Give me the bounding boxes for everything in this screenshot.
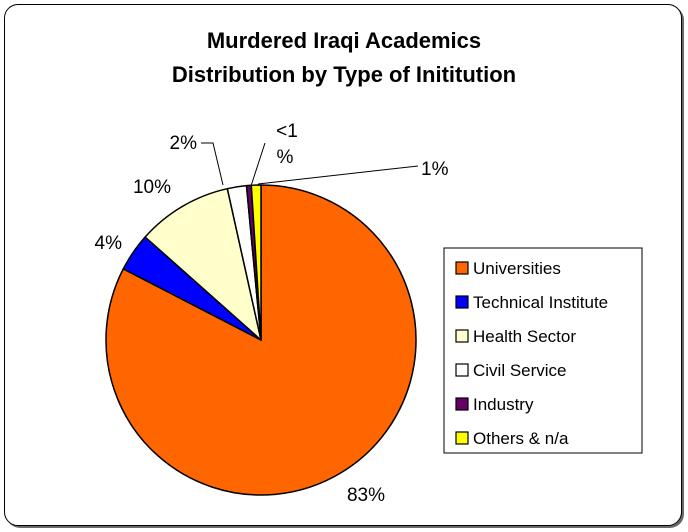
legend-label-universities: Universities (473, 259, 561, 278)
label-leader-lines (201, 142, 419, 187)
legend: Universities Technical Institute Health Se… (443, 247, 643, 454)
pie-label-industry: <1% (276, 121, 298, 168)
pie-slice-health-sector (144, 187, 262, 341)
pie-label-others-n-a: 1% (421, 159, 449, 180)
legend-swatch-universities (455, 261, 469, 275)
legend-swatch-others-n-a (455, 431, 469, 445)
legend-label-industry: Industry (473, 395, 534, 414)
pie-label-technical-institute: 4% (95, 233, 123, 254)
legend-label-technical-institute: Technical Institute (473, 293, 608, 312)
legend-swatch-technical-institute (455, 295, 469, 309)
legend-swatch-industry (455, 397, 469, 411)
legend-swatch-health-sector (455, 329, 469, 343)
legend-label-others-n-a: Others & n/a (473, 429, 569, 448)
chart-title-line-1: Murdered Iraqi Academics (207, 28, 481, 53)
pie-label-universities: 83% (347, 485, 385, 506)
pie-label-health-sector: 10% (133, 177, 171, 198)
legend-label-health-sector: Health Sector (473, 327, 576, 346)
pie-labels: 83% 4% 10% 2% <1 % 1% (95, 121, 449, 506)
legend-box (443, 247, 643, 454)
legend-label-civil-service: Civil Service (473, 361, 567, 380)
pie-label-civil-service: 2% (170, 133, 198, 154)
pie-slices (105, 184, 417, 496)
chart-title-line-2: Distribution by Type of Inititution (172, 62, 516, 87)
leader-line-civil-service (201, 142, 224, 186)
leader-line-industry (250, 142, 266, 187)
leader-line-others-n-a (257, 165, 419, 185)
legend-swatch-civil-service (455, 363, 469, 377)
